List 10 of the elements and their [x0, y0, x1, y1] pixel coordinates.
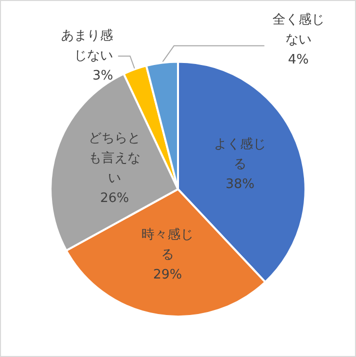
slice-label: あまり感じない [61, 28, 114, 64]
slice-label: 時々感じる [142, 228, 194, 263]
data-label: 29% [153, 268, 182, 283]
slice-label: よく感じる [214, 137, 266, 172]
data-label: 38% [226, 177, 254, 192]
data-label: 26% [100, 191, 129, 206]
data-label: 3% [92, 68, 114, 84]
data-label: 4% [288, 52, 309, 68]
slice-label: 全く感じない [272, 12, 324, 48]
slice-label: どちらとも言えない [88, 131, 141, 186]
